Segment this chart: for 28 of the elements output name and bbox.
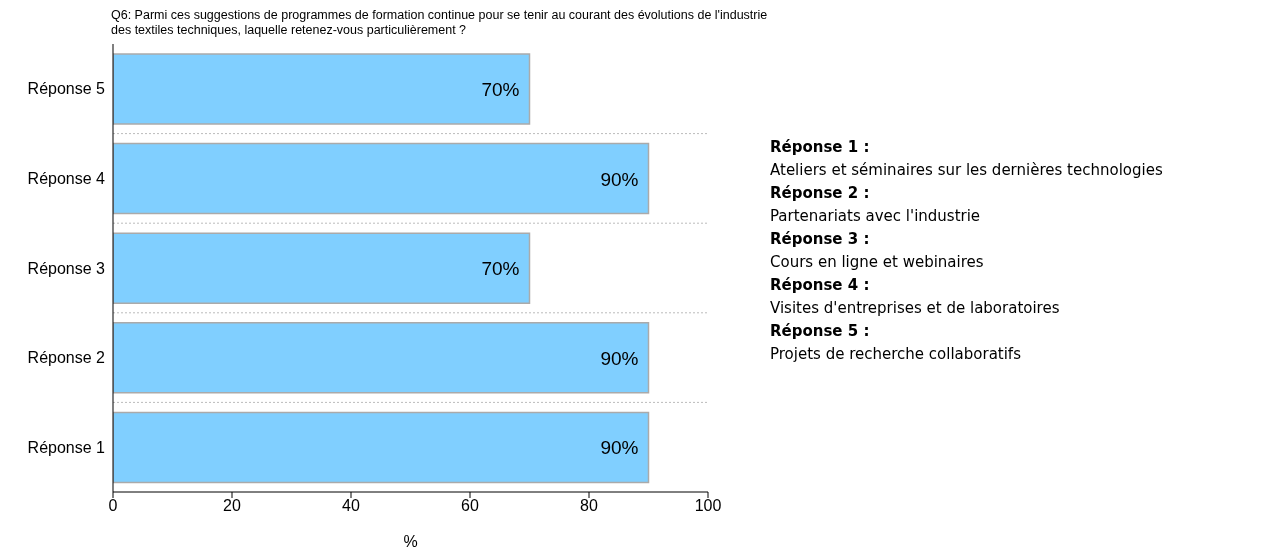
text: Réponse 1 : (770, 137, 871, 158)
y-tick-label: Réponse 3 (27, 259, 106, 277)
x-tick-label: 80 (580, 497, 598, 515)
text: Visites d'entreprises et de laboratoires (770, 298, 1061, 319)
text: Réponse 3 : (770, 229, 871, 250)
y-tick-label: Réponse 4 (27, 170, 106, 188)
data-label: 90% (600, 168, 639, 190)
text: Cours en ligne et webinaires (770, 252, 985, 273)
y-tick-label: Réponse 2 (27, 349, 106, 367)
y-tick-label: Réponse 5 (27, 80, 106, 98)
x-axis-title: % (403, 533, 418, 550)
x-tick-label: 60 (461, 497, 479, 515)
y-tick-label: Réponse 1 (27, 438, 106, 456)
data-label: 90% (600, 437, 639, 459)
text: Réponse 2 : (770, 183, 871, 204)
x-tick-label: 0 (108, 497, 118, 515)
data-label: 70% (481, 258, 520, 280)
x-tick-label: 40 (342, 497, 360, 515)
data-label: 90% (600, 347, 639, 369)
text: Partenariats avec l'industrie (770, 206, 982, 227)
text: Projets de recherche collaboratifs (770, 344, 1022, 365)
x-tick-label: 20 (223, 497, 241, 515)
x-tick-label: 100 (694, 497, 722, 515)
text: Ateliers et séminaires sur les dernières technologies (770, 160, 1163, 181)
chart-title: Q6: Parmi ces suggestions de programmes de formation continue pour se tenir au courant des évolutions de l'industrie des textiles techniques, laquelle retenez-vous particulièrement ? (111, 8, 769, 38)
data-label: 70% (481, 79, 520, 100)
text: Réponse 4 : (770, 275, 871, 296)
text: Réponse 5 : (770, 321, 871, 342)
